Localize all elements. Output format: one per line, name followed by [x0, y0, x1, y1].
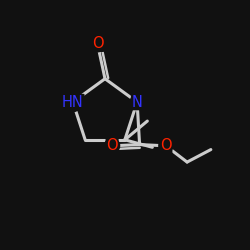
Text: O: O [92, 36, 103, 51]
Text: O: O [106, 138, 118, 153]
Circle shape [159, 139, 173, 153]
Text: O: O [160, 138, 172, 153]
Circle shape [130, 95, 144, 109]
Circle shape [90, 36, 106, 52]
Circle shape [64, 92, 82, 112]
Circle shape [104, 138, 120, 153]
Text: N: N [132, 94, 142, 110]
Text: HN: HN [62, 94, 84, 110]
